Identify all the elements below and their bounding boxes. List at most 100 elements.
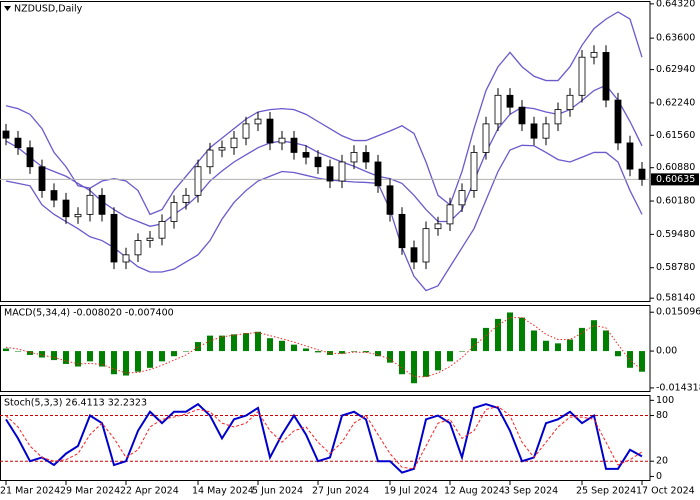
candle-body xyxy=(158,221,166,239)
panel-title: Stoch(5,3,3) 26.4113 32.2323 xyxy=(4,398,147,409)
macd-bar xyxy=(435,351,441,371)
macd-bar xyxy=(411,351,417,384)
macd-bar xyxy=(291,344,297,352)
candle-body xyxy=(146,237,154,241)
macd-bar xyxy=(567,339,573,352)
macd-bar xyxy=(255,331,261,352)
candle-body xyxy=(542,123,550,139)
candle-body xyxy=(626,142,634,170)
macd-bar xyxy=(315,351,321,353)
x-tick-label: 3 Sep 2024 xyxy=(504,486,558,497)
candle-body xyxy=(638,168,646,180)
macd-bar xyxy=(147,351,153,368)
macd-bar xyxy=(183,351,189,352)
candle-body xyxy=(362,152,370,163)
y-tick-label: 0.60880 xyxy=(656,162,695,173)
current-price-label: 0.60635 xyxy=(656,174,695,185)
stoch-signal-line xyxy=(5,405,643,470)
candle-body xyxy=(350,152,358,163)
macd-bar xyxy=(3,348,9,352)
macd-bar xyxy=(483,327,489,352)
macd-bar xyxy=(207,335,213,352)
candle-body xyxy=(170,202,178,222)
macd-bar xyxy=(243,333,249,352)
stoch-main-line xyxy=(5,402,643,474)
macd-bar xyxy=(327,351,333,355)
y-tick-label: 0.62240 xyxy=(656,97,695,108)
macd-bar xyxy=(543,340,549,352)
macd-bar xyxy=(627,351,633,368)
x-tick-label: 5 Jun 2024 xyxy=(252,486,303,497)
candle-body xyxy=(506,94,514,108)
candle-body xyxy=(14,137,22,149)
macd-bar xyxy=(219,335,225,352)
candle-body xyxy=(218,147,226,151)
x-tick-label: 22 Apr 2024 xyxy=(120,486,179,497)
candle-body xyxy=(410,247,418,263)
candle-body xyxy=(62,199,70,218)
x-tick-label: 12 Aug 2024 xyxy=(444,486,505,497)
candle-body xyxy=(614,99,622,144)
candle-body xyxy=(302,152,310,158)
macd-bar xyxy=(267,338,273,352)
y-tick-label: 0 xyxy=(656,471,662,482)
candle-body xyxy=(254,118,262,125)
macd-bar xyxy=(531,330,537,352)
candle-body xyxy=(50,190,58,201)
y-tick-label: 0.64320 xyxy=(656,0,695,9)
candle-body xyxy=(566,94,574,110)
y-tick-label: 0.58140 xyxy=(656,293,695,304)
macd-bar xyxy=(63,351,69,364)
candle-body xyxy=(122,254,130,263)
candle-body xyxy=(110,213,118,263)
macd-bar xyxy=(591,320,597,352)
candle-body xyxy=(494,94,502,125)
macd-bar xyxy=(303,348,309,352)
candle-body xyxy=(590,52,598,58)
macd-bar xyxy=(51,351,57,361)
candle-body xyxy=(182,194,190,203)
macd-bar xyxy=(111,351,117,375)
macd-bar xyxy=(279,340,285,352)
y-tick-label: -0.014318 xyxy=(656,382,700,393)
y-tick-label: 0.60180 xyxy=(656,196,695,207)
candle-body xyxy=(458,190,466,206)
y-tick-label: 0.63600 xyxy=(656,33,695,44)
candle-body xyxy=(134,240,142,256)
candle-body xyxy=(314,156,322,168)
macd-bar xyxy=(351,351,357,352)
panel-frame xyxy=(0,1,651,302)
candle-body xyxy=(434,223,442,230)
candle-body xyxy=(98,194,106,215)
macd-bar xyxy=(423,351,429,377)
y-tick-label: 0.61560 xyxy=(656,130,695,141)
macd-bar xyxy=(519,317,525,352)
candle-body xyxy=(374,161,382,187)
menu-triangle xyxy=(4,6,11,11)
candle-body xyxy=(386,185,394,215)
y-tick-label: 80 xyxy=(656,410,668,421)
candle-body xyxy=(578,56,586,96)
candle-body xyxy=(74,213,82,218)
candle-body xyxy=(290,137,298,153)
macd-bar xyxy=(459,351,465,352)
y-tick-label: 0.62940 xyxy=(656,64,695,75)
x-tick-label: 14 May 2024 xyxy=(192,486,254,497)
candle-body xyxy=(482,123,490,153)
candle-body xyxy=(398,213,406,249)
macd-bar xyxy=(15,351,21,352)
macd-bar xyxy=(339,351,345,354)
macd-bar xyxy=(555,343,561,352)
macd-bar xyxy=(159,351,165,362)
candle-body xyxy=(530,123,538,139)
candle-body xyxy=(518,106,526,125)
macd-bar xyxy=(579,327,585,352)
y-tick-label: 0.58780 xyxy=(656,262,695,273)
candle-body xyxy=(194,166,202,196)
candle-body xyxy=(338,161,346,182)
y-tick-label: 100 xyxy=(656,395,674,406)
macd-bar xyxy=(123,351,129,376)
macd-bar xyxy=(171,351,177,357)
